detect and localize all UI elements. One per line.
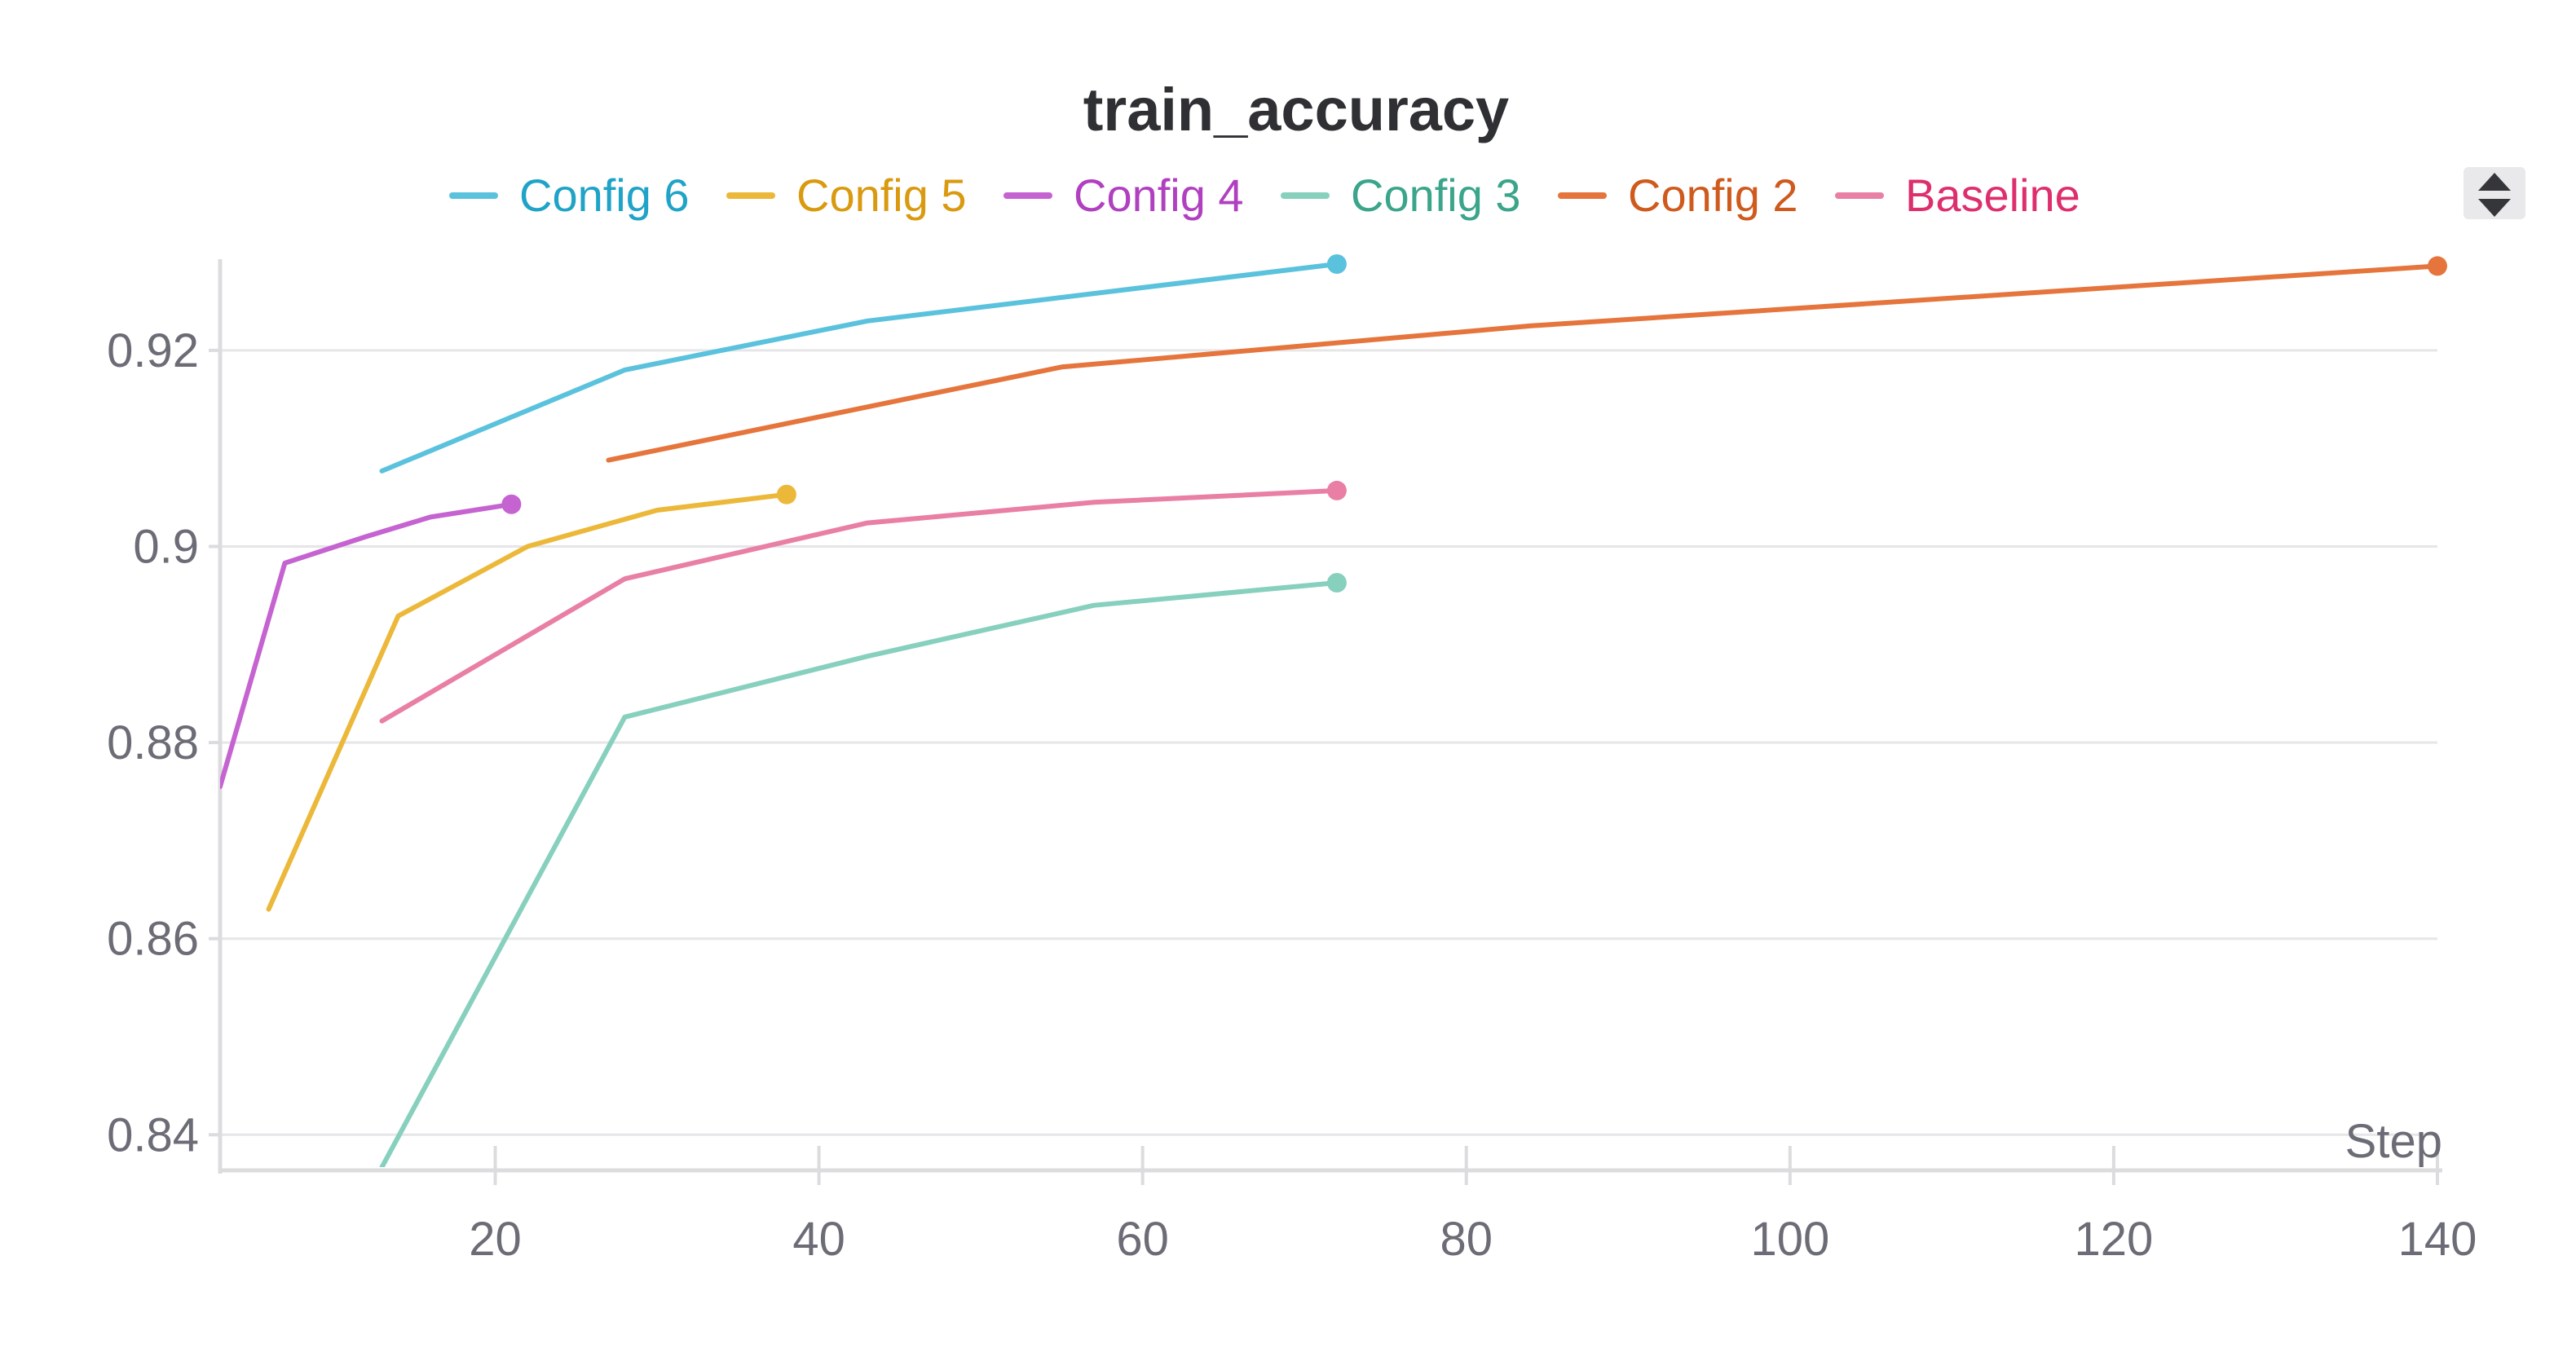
series-line-config-4: [220, 501, 514, 790]
series-end-point-config-6: [1326, 254, 1347, 275]
x-tick-label: 140: [2398, 1213, 2477, 1266]
x-tick-label: 60: [1116, 1213, 1169, 1266]
series-end-point-config-3: [1326, 572, 1347, 593]
y-tick-label: 0.88: [107, 716, 199, 769]
legend: Config 6 Config 5 Config 4 Config 3 Config 2…: [449, 170, 2080, 221]
legend-label-config-5: Config 5: [796, 170, 967, 221]
series-line-config-3: [379, 580, 1339, 1167]
series-end-point-config-2: [2428, 256, 2447, 276]
x-tick-label: 20: [469, 1213, 522, 1266]
legend-scroll-button[interactable]: [2464, 167, 2525, 219]
y-tick-label: 0.86: [107, 913, 199, 966]
x-tick-label: 80: [1440, 1213, 1493, 1266]
y-tick-label: 0.9: [133, 520, 199, 573]
series-end-point-config-4: [501, 494, 522, 514]
chevron-down-icon: [2478, 199, 2511, 217]
legend-label-config-3: Config 3: [1351, 170, 1521, 221]
x-tick-label: 40: [792, 1213, 845, 1266]
legend-scroll-bg: [2464, 167, 2525, 219]
legend-label-baseline: Baseline: [1905, 170, 2080, 221]
chart-title: train_accuracy: [1083, 76, 1509, 143]
chevron-up-icon: [2478, 173, 2511, 191]
series-line-config-2: [606, 263, 2440, 463]
y-tick-label: 0.84: [107, 1108, 199, 1161]
series-line-config-6: [379, 262, 1339, 474]
x-tick-label: 100: [1750, 1213, 1829, 1266]
series-line-baseline: [379, 487, 1339, 724]
series-end-point-baseline: [1326, 480, 1347, 500]
series-end-point-config-5: [776, 484, 796, 504]
series-line-config-5: [266, 491, 789, 912]
legend-label-config-4: Config 4: [1074, 170, 1244, 221]
legend-label-config-6: Config 6: [519, 170, 690, 221]
axes: 0.84 0.86 0.88 0.9 0.92 20 40 60 80 100 120 140: [107, 259, 2477, 1266]
grid: [220, 349, 2437, 1136]
x-axis-title: Step: [2345, 1115, 2442, 1168]
series-layer: [220, 254, 2447, 1167]
x-tick-label: 120: [2075, 1213, 2154, 1266]
y-tick-label: 0.92: [107, 324, 199, 377]
legend-label-config-2: Config 2: [1628, 170, 1798, 221]
